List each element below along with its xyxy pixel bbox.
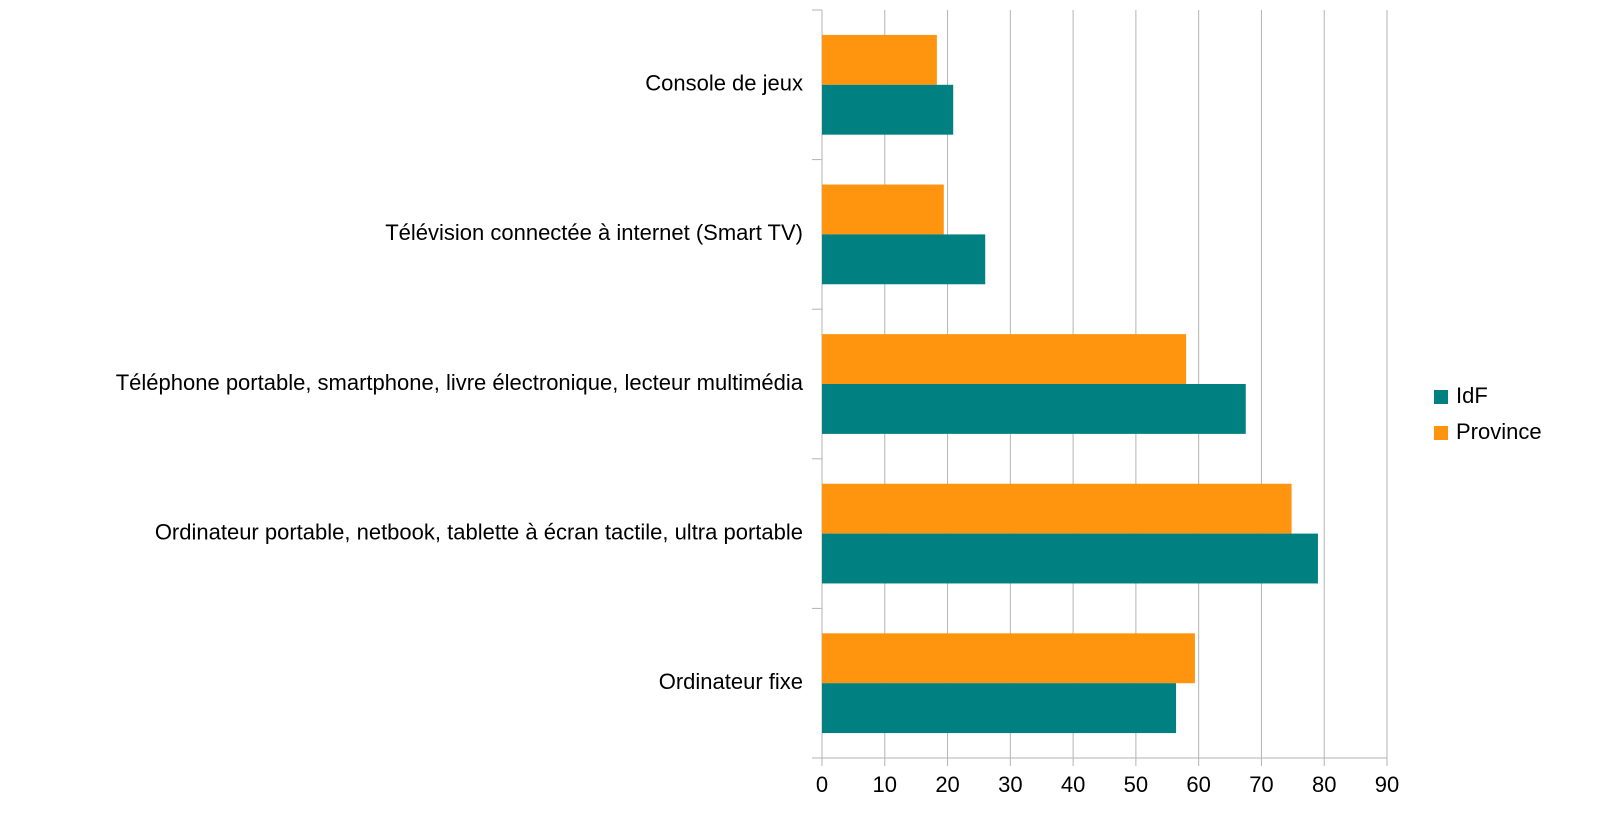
x-tick-label: 70 (1249, 772, 1273, 797)
bar (822, 184, 944, 235)
x-tick-label: 30 (998, 772, 1022, 797)
x-tick-label: 60 (1186, 772, 1210, 797)
legend-label: IdF (1456, 383, 1488, 408)
bar (822, 633, 1195, 684)
bar (822, 84, 954, 135)
x-tick-label: 0 (816, 772, 828, 797)
y-tick-label: Télévision connectée à internet (Smart T… (385, 220, 803, 245)
bar (822, 683, 1177, 734)
x-tick-label: 90 (1375, 772, 1399, 797)
bar (822, 533, 1318, 584)
legend-swatch (1434, 426, 1448, 440)
x-tick-label: 40 (1061, 772, 1085, 797)
y-tick-label: Ordinateur fixe (659, 669, 803, 694)
bar (822, 483, 1292, 534)
y-tick-label: Console de jeux (645, 71, 803, 96)
bar (822, 34, 937, 85)
legend-swatch (1434, 390, 1448, 404)
y-tick-label: Ordinateur portable, netbook, tablette à… (155, 519, 803, 544)
x-tick-label: 20 (935, 772, 959, 797)
x-tick-label: 50 (1124, 772, 1148, 797)
x-tick-label: 80 (1312, 772, 1336, 797)
bar (822, 234, 986, 285)
legend-label: Province (1456, 419, 1542, 444)
x-tick-label: 10 (873, 772, 897, 797)
bar (822, 384, 1246, 434)
bar (822, 334, 1187, 384)
y-tick-label: Téléphone portable, smartphone, livre él… (116, 370, 804, 395)
